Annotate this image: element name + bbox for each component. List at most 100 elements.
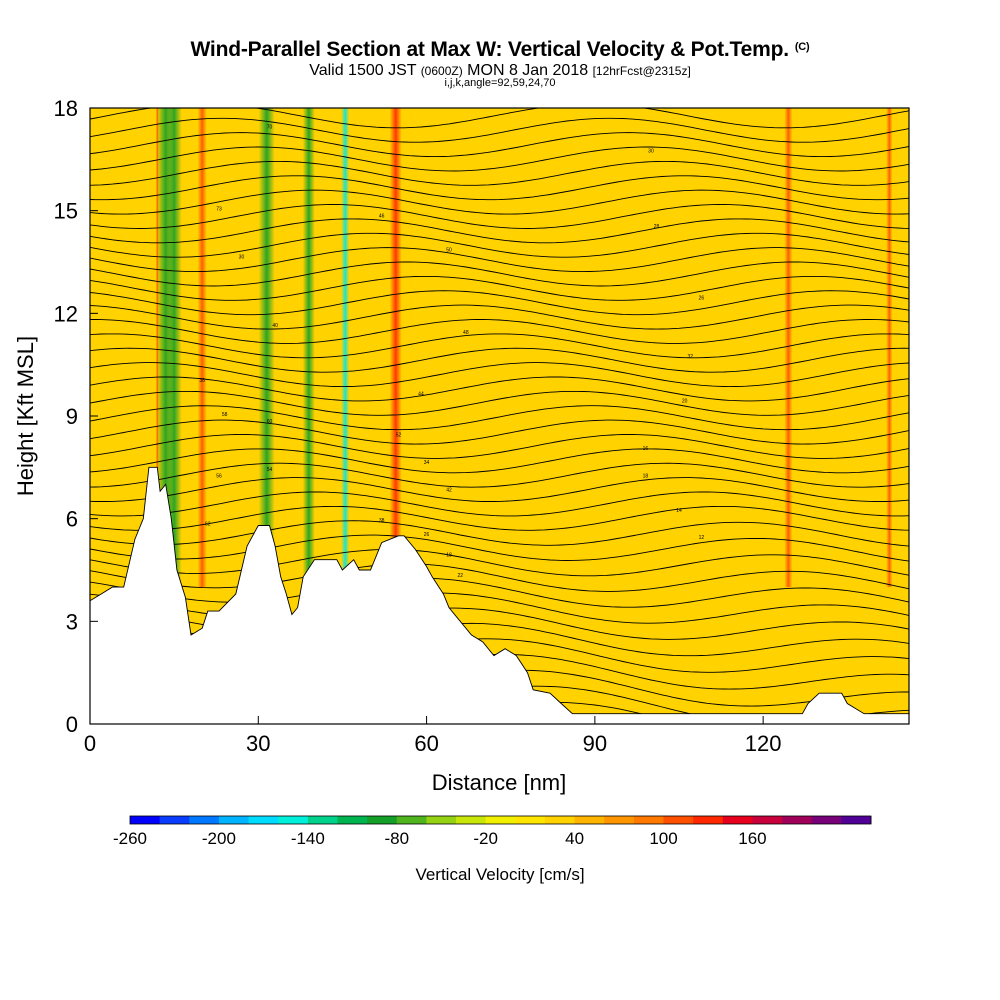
- colorbar-frame: [129, 815, 872, 825]
- theta-contour: [90, 204, 909, 229]
- theta-contour: [90, 304, 909, 330]
- colorbar-swatch: [722, 816, 753, 824]
- y-tick-label: 3: [66, 609, 78, 634]
- velocity-band: [341, 108, 350, 588]
- colorbar-tick-label: 160: [738, 829, 766, 848]
- colorbar-title: Vertical Velocity [cm/s]: [415, 865, 584, 884]
- colorbar-swatch: [159, 816, 190, 824]
- x-tick-label: 90: [583, 731, 607, 756]
- colorbar-swatch: [130, 816, 161, 824]
- contour-label: 12: [699, 535, 705, 541]
- contour-label: 22: [457, 573, 463, 579]
- colorbar-swatch: [574, 816, 605, 824]
- contour-label: 18: [446, 552, 452, 558]
- contour-label: 16: [643, 446, 649, 452]
- colorbar-swatch: [544, 816, 576, 824]
- colorbar-swatch: [782, 816, 813, 824]
- theta-contour: [90, 549, 909, 577]
- colorbar-tick-label: -260: [113, 829, 147, 848]
- contour-label: 38: [379, 518, 385, 524]
- theta-contour: [90, 390, 909, 416]
- contour-label: 60: [267, 419, 273, 425]
- colorbar-swatch: [426, 816, 457, 824]
- contour-label: 54: [267, 467, 273, 473]
- theta-contour: [90, 376, 909, 402]
- theta-contour: [90, 419, 909, 445]
- theta-contour: [90, 160, 909, 186]
- velocity-band: [302, 108, 315, 588]
- colorbar-swatch: [663, 816, 694, 824]
- colorbar-swatch: [248, 816, 279, 824]
- theta-contour: [90, 520, 909, 547]
- colorbar-tick-label: -140: [291, 829, 325, 848]
- colorbar-swatch: [693, 816, 724, 824]
- y-tick-label: 12: [54, 301, 78, 326]
- contour-label: 30: [239, 255, 245, 261]
- y-tick-label: 18: [54, 96, 78, 121]
- velocity-band: [166, 108, 182, 588]
- theta-contour: [90, 405, 909, 431]
- y-axis-title: Height [Kft MSL]: [13, 336, 38, 496]
- colorbar: -260 -200 -140 -80 -20 40 100 160: [113, 815, 872, 848]
- theta-contour: [90, 534, 909, 562]
- colorbar-tick-label: 40: [565, 829, 584, 848]
- contour-label: 52: [396, 433, 402, 439]
- contour-label: 26: [699, 296, 705, 302]
- theta-contour: [90, 117, 909, 143]
- theta-contour: [90, 577, 909, 608]
- velocity-band: [886, 108, 893, 588]
- colorbar-swatch: [278, 816, 309, 824]
- x-axis-title: Distance [nm]: [432, 770, 567, 795]
- y-tick-label: 9: [66, 404, 78, 429]
- theta-contour: [90, 261, 909, 287]
- theta-contour: [90, 505, 909, 531]
- contour-labels: 70 73 30 40 36 58 60 56 54 62 46 50 48 44 52 34 42 38 26 18…: [199, 125, 704, 579]
- colorbar-tick-label: -20: [473, 829, 498, 848]
- theta-contour: [90, 189, 909, 215]
- theta-contour: [90, 108, 909, 129]
- colorbar-swatch: [811, 816, 842, 824]
- colorbar-swatch: [189, 816, 220, 824]
- contour-label: 73: [216, 207, 222, 213]
- velocity-band: [258, 108, 275, 588]
- contour-label: 40: [272, 323, 278, 329]
- colorbar-swatch: [218, 816, 250, 824]
- contour-label: 56: [216, 474, 222, 480]
- contour-label: 28: [654, 224, 660, 230]
- contour-label: 34: [424, 460, 430, 466]
- y-tick-label: 15: [54, 199, 78, 224]
- theta-contour: [90, 247, 909, 273]
- velocity-band: [784, 108, 793, 588]
- theta-contour: [90, 232, 909, 258]
- theta-contour: [90, 448, 909, 474]
- theta-contour: [90, 175, 909, 201]
- colorbar-swatch: [841, 816, 872, 824]
- colorbar-swatch: [633, 816, 665, 824]
- colorbar-swatch: [485, 816, 516, 824]
- theta-contour: [90, 491, 909, 517]
- terrain-mask: [90, 466, 909, 724]
- theta-contour: [90, 290, 909, 316]
- colorbar-swatch: [396, 816, 427, 824]
- theta-contour: [90, 563, 909, 592]
- contour-label: 50: [446, 248, 452, 254]
- theta-contour: [90, 333, 909, 359]
- colorbar-swatch: [337, 816, 368, 824]
- contour-label: 26: [424, 532, 430, 538]
- contour-label: 14: [676, 508, 682, 514]
- contour-label: 36: [199, 378, 205, 384]
- theta-contour: [90, 146, 909, 172]
- chart-title: Wind-Parallel Section at Max W: Vertical…: [190, 38, 810, 61]
- colorbar-swatch: [456, 816, 487, 824]
- theta-contour: [90, 347, 909, 373]
- x-tick-label: 60: [414, 731, 438, 756]
- theta-contour: [90, 362, 909, 388]
- x-tick-label: 120: [745, 731, 782, 756]
- theta-contour: [90, 275, 909, 301]
- contour-label: 70: [267, 125, 273, 131]
- contour-label: 58: [222, 412, 228, 418]
- colorbar-tick-label: 100: [649, 829, 677, 848]
- colorbar-tick-label: -200: [202, 829, 236, 848]
- theta-contour: [90, 319, 909, 344]
